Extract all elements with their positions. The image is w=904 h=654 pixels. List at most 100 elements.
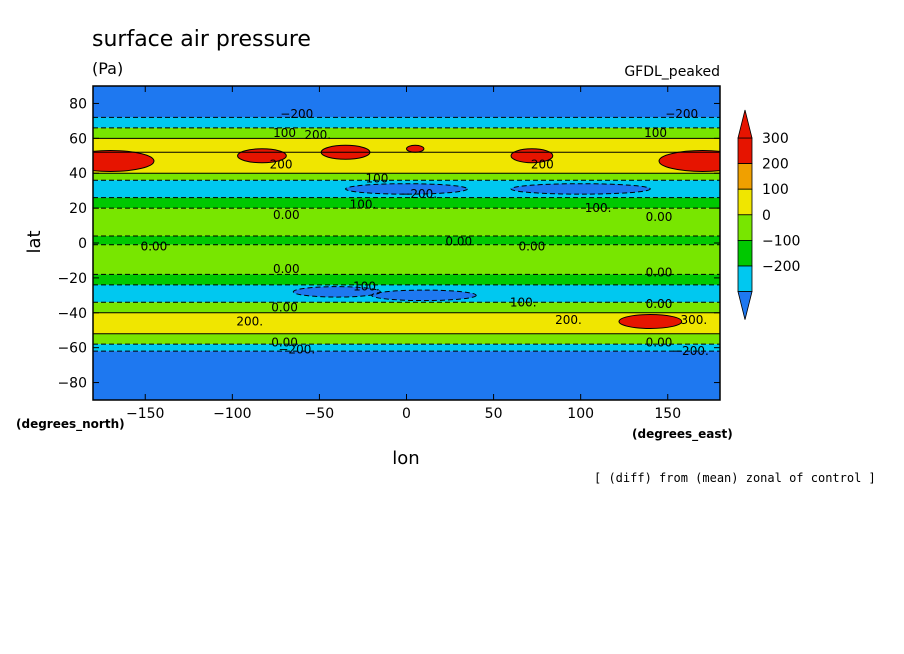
x-tick-label: 50 [485, 406, 503, 422]
y-tick-label: −80 [57, 376, 87, 392]
zonal-band [93, 152, 720, 174]
x-tick-label: −150 [126, 406, 164, 422]
contour-line [510, 183, 651, 195]
contour-label: 200. [555, 313, 582, 327]
zonal-band [93, 302, 720, 313]
zonal-band [93, 138, 720, 153]
chart-title: surface air pressure [92, 27, 311, 52]
anomaly-cell [371, 290, 477, 301]
contour-label: 0.00 [519, 239, 546, 253]
colorbar-bottom-arrow [737, 291, 753, 320]
contour-lines [93, 116, 720, 352]
zonal-band [93, 117, 720, 128]
contour-label: 0.00 [646, 210, 673, 224]
units-label: (Pa) [92, 59, 123, 78]
colorbar-label: 0 [762, 208, 771, 224]
zonal-band [93, 173, 720, 181]
y-tick-label: 60 [69, 131, 87, 147]
contour-label: 300. [681, 313, 708, 327]
y-tick-label: −60 [57, 341, 87, 357]
anomaly-cell [618, 314, 682, 329]
zonal-band [93, 197, 720, 209]
x-axis-label: lon [392, 448, 419, 469]
x-tick-label: 100 [567, 406, 594, 422]
colorbar-label: 300 [762, 131, 789, 147]
y-tick-label: 80 [69, 96, 87, 112]
y-tick-label: −40 [57, 306, 87, 322]
x-tick-label: 0 [402, 406, 411, 422]
anomaly-cell [659, 150, 720, 172]
y-axis-label: lat [24, 230, 45, 253]
contour-line [510, 148, 554, 164]
colorbar-segment [737, 188, 753, 216]
y-tick-label: 20 [69, 201, 87, 217]
x-tick-label: −100 [213, 406, 251, 422]
contour-label: 100. [353, 280, 380, 294]
contour-label: 100 [273, 126, 296, 140]
contour-label: −200. [278, 342, 315, 356]
anomaly-cell [345, 183, 468, 195]
colorbar-segment [737, 214, 753, 241]
y-units-label: (degrees_north) [16, 417, 125, 432]
contour-label: 0.00 [445, 234, 472, 248]
anomaly-cell [293, 286, 381, 298]
contour-line [93, 150, 155, 172]
contour-label: 0.00 [646, 266, 673, 280]
contour-label: 0.00 [646, 297, 673, 311]
zonal-band [93, 344, 720, 352]
anomaly-cell [406, 145, 424, 153]
contour-label: 100 [365, 171, 388, 185]
contour-label: −200. [672, 344, 709, 358]
field-layer [93, 86, 720, 400]
colorbar-segment [737, 239, 753, 267]
colorbar-label: 100 [762, 182, 789, 198]
contour-line [618, 314, 683, 329]
contour-label: −200. [400, 187, 437, 201]
contour-label: 100. [510, 295, 537, 309]
colorbar-label: −100 [762, 233, 800, 249]
zonal-band [93, 244, 720, 275]
colorbar-segment [737, 137, 753, 165]
contour-label: 0.00 [141, 239, 168, 253]
contour-line [345, 183, 468, 195]
contour-labels: −200 100 200. −200 100 200 200 100 −200. 100. 100.… [141, 107, 709, 358]
contour-label: 0.00 [273, 208, 300, 222]
zonal-band [93, 333, 720, 345]
contour-label: 0.00 [271, 301, 298, 315]
x-tick-label: −50 [305, 406, 335, 422]
footnote: [ (diff) from (mean) zonal of control ] [594, 471, 876, 485]
model-label: GFDL_peaked [624, 64, 720, 80]
y-tick-label: −20 [57, 271, 87, 287]
contour-label: 200 [531, 158, 554, 172]
contour-line [237, 148, 287, 164]
x-units-label: (degrees_east) [632, 427, 733, 442]
contour-label: 0.00 [271, 335, 298, 349]
contour-line [320, 144, 371, 160]
zonal-band [93, 351, 720, 400]
contour-label: 100. [350, 198, 377, 212]
contour-line [406, 144, 425, 153]
colorbar-top-arrow [737, 109, 753, 139]
x-tick-label: 150 [654, 406, 681, 422]
plot-area: −200 100 200. −200 100 200 200 100 −200. 100. 100.… [92, 85, 721, 401]
zonal-band [93, 312, 720, 334]
zonal-band [93, 127, 720, 139]
contour-label: 200 [270, 158, 293, 172]
anomaly-cell [93, 150, 154, 172]
y-tick-label: 0 [78, 236, 87, 252]
contour-label: −200 [280, 107, 313, 121]
contour-line [292, 286, 381, 298]
colorbar-segment [737, 163, 753, 190]
contour-label: 0.00 [273, 262, 300, 276]
contour-label: 100. [585, 201, 612, 215]
contour-label: 0.00 [646, 335, 673, 349]
contour-label: 100 [644, 126, 667, 140]
contour-label: 200. [236, 315, 263, 329]
anomaly-cell [511, 183, 651, 195]
contour-label: 200. [304, 128, 331, 142]
colorbar-label: −200 [762, 259, 800, 275]
colorbar-label: 200 [762, 157, 789, 173]
zonal-band [93, 236, 720, 245]
